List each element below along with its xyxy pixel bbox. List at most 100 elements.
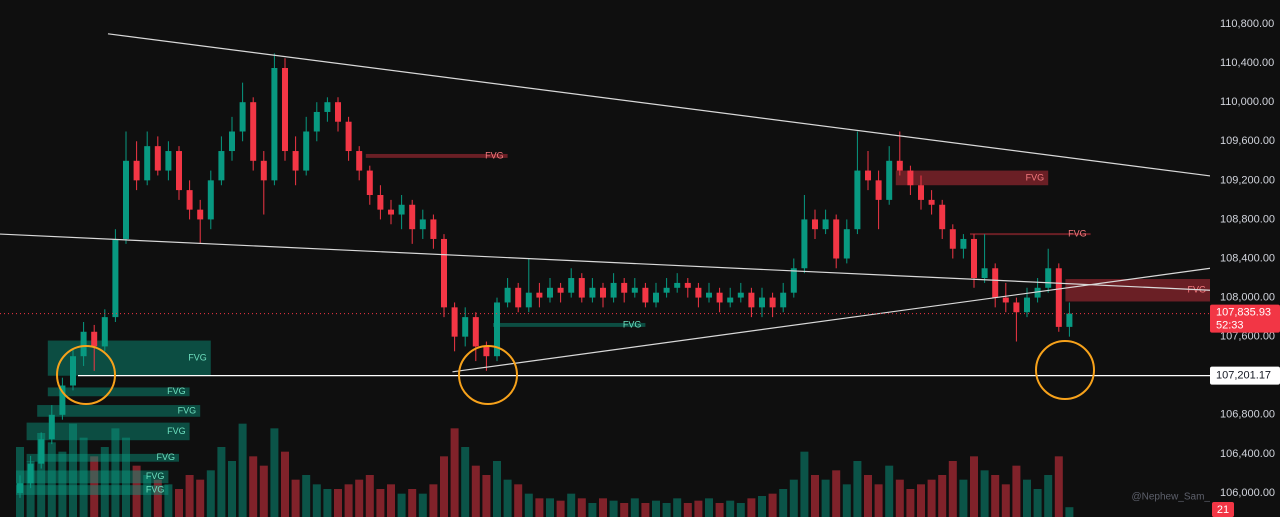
candle-body <box>27 463 34 484</box>
volume-bar <box>365 475 374 517</box>
volume-tag <box>1212 502 1234 517</box>
volume-bar <box>620 503 629 517</box>
fvg-zone <box>37 405 201 417</box>
candle-body <box>631 287 638 293</box>
volume-bar <box>1054 456 1063 517</box>
volume-bar <box>1033 489 1042 517</box>
volume-bar <box>938 475 947 517</box>
volume-bar <box>323 489 332 517</box>
fvg-label: FVG <box>178 405 197 415</box>
volume-bar <box>715 503 724 517</box>
candle-body <box>101 317 108 347</box>
volume-bar <box>832 470 841 517</box>
volume-bar <box>482 475 491 517</box>
fvg-label: FVG <box>146 471 165 481</box>
volume-bar <box>440 456 448 517</box>
volume-bar <box>683 503 692 517</box>
candle-body <box>229 131 235 152</box>
candle-body <box>165 151 172 171</box>
candle-body <box>356 151 363 171</box>
candle-body <box>430 219 437 239</box>
y-tick-label: 108,000.00 <box>1220 291 1275 303</box>
candle-body <box>621 282 628 293</box>
volume-bar <box>768 493 777 517</box>
fvg-zone <box>16 485 169 495</box>
candle-body <box>59 385 66 415</box>
fvg-zone <box>493 322 646 327</box>
volume-bar <box>1044 475 1053 517</box>
volume-bar <box>302 475 311 517</box>
candle-body <box>112 238 119 318</box>
volume-label: 21 <box>1217 504 1229 516</box>
candle-body <box>218 151 225 181</box>
candle-body <box>462 317 469 337</box>
candle-body <box>578 278 585 298</box>
candle-body <box>1034 287 1041 298</box>
volume-bar <box>885 465 894 517</box>
candle-body <box>1055 268 1062 327</box>
candle-body <box>557 287 564 293</box>
candle-body <box>504 287 511 303</box>
candle-body <box>260 160 267 181</box>
volume-bar <box>334 489 342 517</box>
volume-bar <box>758 496 766 517</box>
candle-body <box>642 287 649 303</box>
trendline <box>107 33 1211 177</box>
price-label: 107,835.93 <box>1216 307 1271 319</box>
volume-bar <box>47 442 56 517</box>
volume-bar <box>821 479 830 517</box>
volume-bar <box>853 461 862 517</box>
candle-body <box>17 483 23 493</box>
candle-body <box>684 282 691 288</box>
volume-bar <box>906 489 915 517</box>
candle-body <box>324 102 331 112</box>
candle-body <box>833 219 840 259</box>
candle-body <box>239 102 246 132</box>
volume-bar <box>249 456 258 517</box>
candle-body <box>70 356 76 386</box>
volume-bar <box>917 484 925 517</box>
y-tick-label: 106,000.00 <box>1220 487 1275 499</box>
volume-bar <box>800 451 809 517</box>
volume-bar <box>514 484 523 517</box>
candle-body <box>345 121 352 152</box>
volume-bar <box>630 498 639 517</box>
candle-body <box>409 204 416 230</box>
volume-bar <box>959 479 968 517</box>
candle-body <box>494 302 500 357</box>
candle-body <box>843 229 850 259</box>
volume-bar <box>662 503 671 517</box>
y-tick-label: 106,800.00 <box>1220 409 1275 421</box>
volume-bar <box>577 498 586 517</box>
candle-body <box>907 170 914 186</box>
fvg-label: FVG <box>485 150 504 160</box>
volume-bar <box>344 484 353 517</box>
y-tick-label: 108,800.00 <box>1220 213 1275 225</box>
fvg-zone <box>47 387 190 397</box>
y-tick-label: 110,800.00 <box>1220 18 1274 30</box>
candle-body <box>335 102 341 122</box>
candle-body <box>282 67 288 152</box>
candle-body <box>1013 302 1020 313</box>
candle-body <box>271 67 278 181</box>
volume-bar <box>164 484 173 517</box>
candle-body <box>981 268 988 279</box>
candle-body <box>377 194 384 210</box>
level-label: 107,201.17 <box>1216 370 1271 382</box>
candle-body <box>1066 313 1073 327</box>
candle-body <box>727 297 734 303</box>
volume-bar <box>58 451 67 517</box>
candle-body <box>759 297 765 308</box>
candle-body <box>91 331 98 347</box>
volume-bar <box>673 498 682 517</box>
volume-bar <box>153 479 162 517</box>
candle-body <box>939 204 946 230</box>
volume-bar <box>991 475 1000 517</box>
volume-bar <box>175 489 183 517</box>
volume-bar <box>185 475 194 517</box>
volume-bar <box>429 484 438 517</box>
candle-body <box>123 160 129 239</box>
candle-body <box>419 219 426 230</box>
y-tick-label: 110,000.00 <box>1220 96 1274 108</box>
volume-bar <box>588 503 597 517</box>
